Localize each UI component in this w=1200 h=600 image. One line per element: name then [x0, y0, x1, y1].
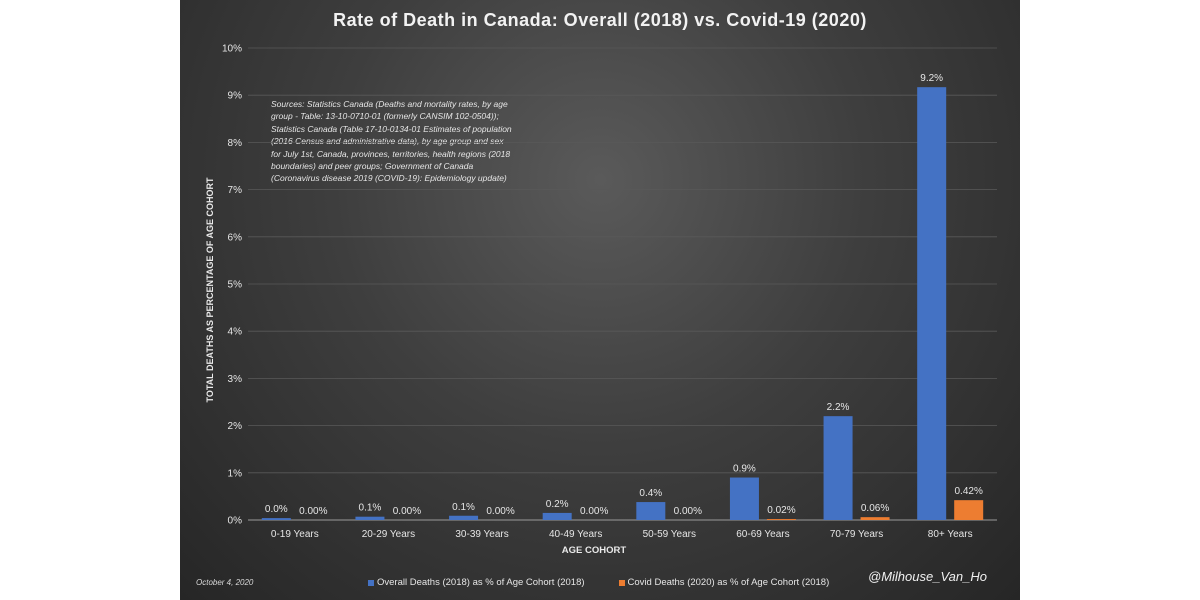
- source-line: group - Table: 13-10-0710-01 (formerly C…: [271, 111, 499, 122]
- legend-swatch-overall: [368, 579, 374, 586]
- data-label: 0.2%: [546, 499, 569, 510]
- y-tick-label: 7%: [228, 185, 243, 196]
- bar-overall: [917, 87, 947, 521]
- bar-overall: [729, 477, 759, 520]
- data-label: 0.1%: [359, 503, 382, 514]
- data-label: 0.4%: [639, 488, 662, 499]
- bar-covid: [860, 517, 890, 520]
- data-label: 0.1%: [452, 502, 475, 513]
- bar-covid: [954, 500, 984, 520]
- bar-overall: [449, 515, 479, 520]
- y-tick-label: 1%: [228, 468, 243, 479]
- source-line: (Coronavirus disease 2019 (COVID-19): Ep…: [271, 173, 507, 184]
- y-tick-label: 10%: [222, 44, 242, 55]
- x-tick-label: 30-39 Years: [455, 529, 508, 540]
- data-label: 0.00%: [299, 506, 327, 517]
- source-line: (2016 Census and administrative data), b…: [271, 136, 504, 147]
- source-line: Statistics Canada (Table 17-10-0134-01 E…: [271, 123, 512, 134]
- source-line: boundaries) and peer groups; Government …: [271, 161, 474, 172]
- legend-item-overall: Overall Deaths (2018) as % of Age Cohort…: [368, 577, 585, 588]
- bar-overall: [542, 512, 572, 520]
- x-tick-label: 0-19 Years: [271, 529, 319, 540]
- data-label: 0.00%: [393, 506, 421, 517]
- legend-swatch-covid: [618, 579, 625, 586]
- x-tick-label: 20-29 Years: [362, 529, 415, 540]
- x-tick-label: 40-49 Years: [549, 529, 602, 540]
- chart-panel: Rate of Death in Canada: Overall (2018) …: [180, 0, 1020, 600]
- legend-label-overall: Overall Deaths (2018) as % of Age Cohort…: [377, 577, 585, 588]
- data-label: 0.06%: [861, 503, 889, 514]
- data-label: 0.0%: [265, 504, 288, 515]
- y-axis-label: TOTAL DEATHS AS PERCENTAGE OF AGE COHORT: [205, 177, 215, 403]
- bar-overall: [636, 502, 666, 520]
- source-line: Sources: Statistics Canada (Deaths and m…: [271, 99, 508, 109]
- x-tick-label: 50-59 Years: [643, 529, 696, 540]
- y-tick-label: 9%: [228, 91, 243, 102]
- y-tick-label: 8%: [228, 138, 243, 149]
- bar-covid: [766, 519, 796, 520]
- data-label: 0.9%: [733, 464, 756, 475]
- data-label: 0.42%: [955, 486, 983, 497]
- x-tick-label: 60-69 Years: [736, 529, 789, 540]
- source-line: for July 1st, Canada, provinces, territo…: [271, 148, 511, 159]
- data-label: 0.02%: [767, 505, 795, 516]
- data-label: 9.2%: [920, 73, 943, 84]
- data-label: 0.00%: [580, 506, 608, 517]
- chart-legend: Overall Deaths (2018) as % of Age Cohort…: [368, 577, 829, 588]
- bar-overall: [823, 416, 853, 520]
- x-tick-label: 70-79 Years: [830, 529, 883, 540]
- author-handle: @Milhouse_Van_Ho: [868, 569, 987, 584]
- x-tick-label: 80+ Years: [928, 529, 973, 540]
- bar-overall: [355, 516, 385, 520]
- data-label: 0.00%: [486, 506, 514, 517]
- y-tick-label: 0%: [228, 516, 243, 527]
- bar-overall: [261, 518, 291, 520]
- legend-label-covid: Covid Deaths (2020) as % of Age Cohort (…: [627, 577, 830, 588]
- x-axis-label: AGE COHORT: [561, 545, 627, 556]
- data-label: 2.2%: [827, 402, 850, 413]
- data-label: 0.00%: [674, 506, 702, 517]
- y-tick-label: 3%: [228, 374, 243, 385]
- source-note: Sources: Statistics Canada (Deaths and m…: [271, 98, 531, 185]
- chart-title: Rate of Death in Canada: Overall (2018) …: [333, 10, 867, 30]
- bar-chart: 0% 1% 2% 3% 4% 5% 6% 7% 8% 9% 10% 0-19 Years 0.0% 0.0…: [222, 44, 997, 540]
- y-tick-label: 4%: [228, 327, 243, 338]
- y-tick-label: 5%: [228, 280, 243, 291]
- chart-date: October 4, 2020: [196, 578, 254, 587]
- y-tick-label: 6%: [228, 232, 243, 243]
- y-tick-label: 2%: [228, 421, 243, 432]
- legend-item-covid: Covid Deaths (2020) as % of Age Cohort (…: [618, 577, 830, 588]
